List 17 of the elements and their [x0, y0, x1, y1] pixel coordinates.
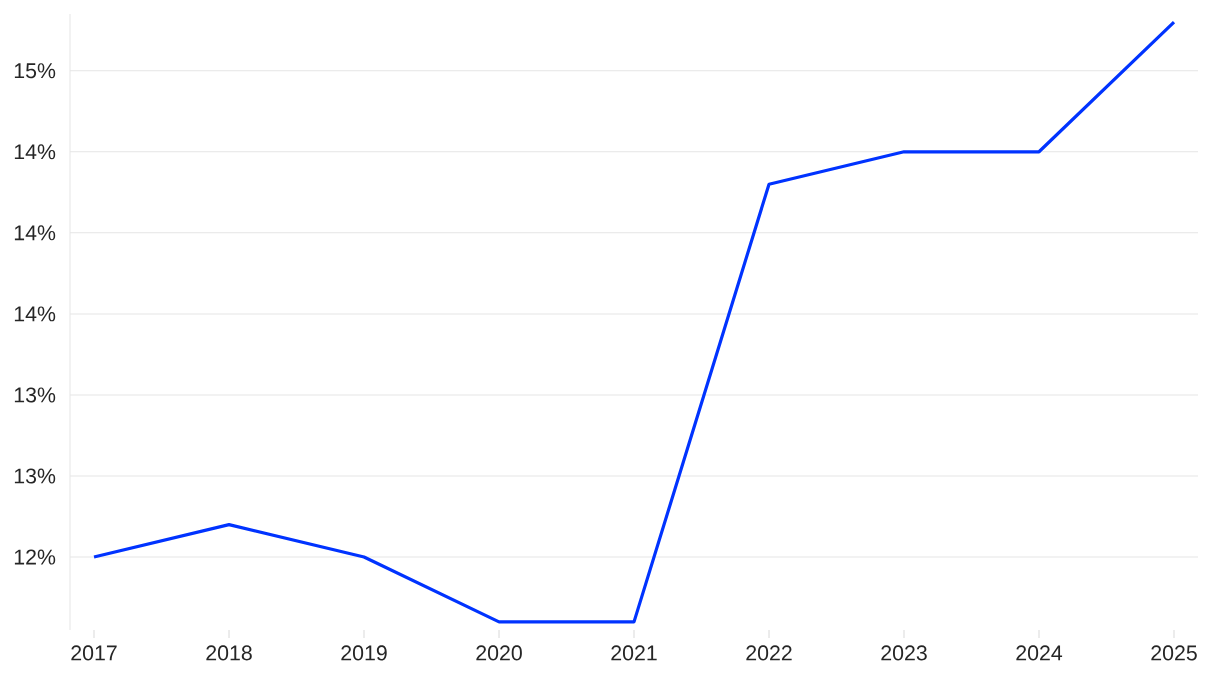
- x-tick-label: 2024: [1016, 645, 1063, 661]
- y-tick-label: 12%: [14, 549, 56, 565]
- y-tick-label: 13%: [14, 468, 56, 484]
- x-tick-label: 2023: [881, 645, 927, 661]
- y-tick-label: 14%: [14, 306, 56, 322]
- x-tick-label: 2019: [341, 645, 387, 661]
- y-tick-label: 13%: [14, 387, 56, 403]
- x-tick-label: 2017: [71, 645, 117, 661]
- x-tick-label: 2022: [746, 645, 792, 661]
- y-tick-label: 14%: [14, 225, 56, 241]
- x-tick-label: 2025: [1151, 645, 1197, 661]
- x-tick-label: 2020: [476, 645, 522, 661]
- x-tick-label: 2021: [611, 645, 657, 661]
- x-tick-label: 2018: [206, 645, 252, 661]
- line-series: [92, 20, 1176, 624]
- y-tick-label: 14%: [14, 144, 56, 160]
- y-tick-label: 15%: [14, 63, 56, 79]
